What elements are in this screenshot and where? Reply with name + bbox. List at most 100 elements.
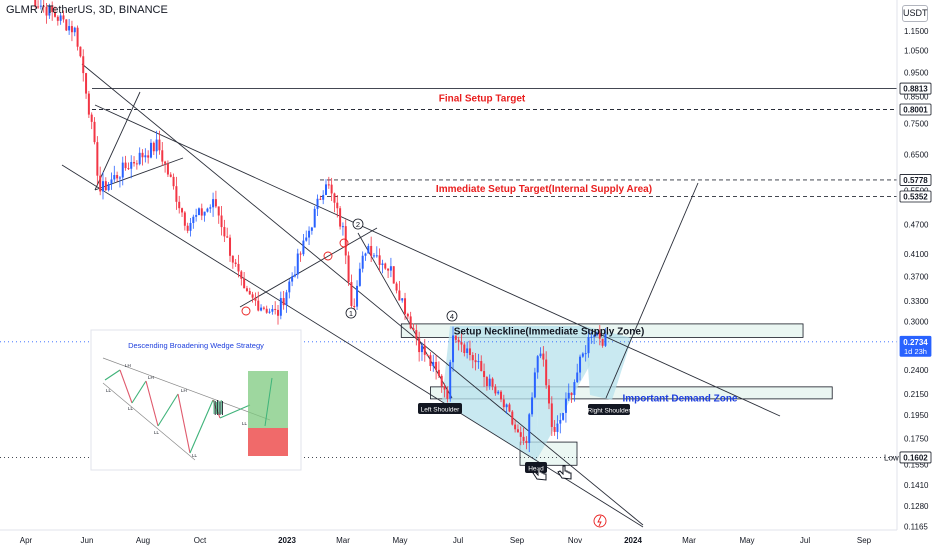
candle [262,307,265,309]
candle [73,27,76,33]
candle [511,411,514,425]
candle [113,175,116,180]
candle [395,283,398,291]
candle [209,207,212,209]
candle [429,355,432,367]
inset-lower-line [102,382,196,461]
candle [604,334,607,346]
candle [347,255,350,283]
candle [79,46,82,57]
wave-label-circle [446,310,458,322]
marker-circle [339,238,349,248]
inset-swing [145,380,159,427]
candle [104,181,107,191]
candle [553,426,556,432]
pattern-label-bg [525,462,547,473]
candle [257,300,260,311]
candle [477,361,480,363]
price-tick-label: 1.0500 [904,47,929,56]
candle [181,208,184,213]
pattern-shade [442,326,540,461]
candle [316,198,319,209]
candle [240,271,243,279]
price-tick-label: 0.1165 [904,522,928,531]
candle [322,194,325,200]
candle [203,211,206,216]
candle [310,227,313,231]
candle [463,344,466,353]
candle [454,335,457,340]
inset-swing [157,393,179,427]
inset-target-box [248,371,288,428]
candle [118,177,121,179]
candle [516,429,519,433]
candle [54,11,57,17]
projection-line [605,182,699,399]
demand-zone-label: Important Demand Zone [622,393,737,404]
time-tick-label: Apr [20,536,33,545]
candle [466,348,469,353]
price-tick-label: 0.3300 [904,297,929,306]
candles [34,0,607,453]
candle [274,308,277,310]
candle [533,372,536,398]
price-tick-label: 0.7500 [904,119,929,128]
candle [350,282,353,306]
candle [358,268,361,286]
quote-unit-badge[interactable]: USDT [902,5,928,22]
time-tick-label: May [392,536,407,545]
inset-swing-label: LL [106,388,112,393]
candle [178,201,181,209]
descending-resistance-line [94,104,781,417]
candle [401,298,404,301]
candle [147,155,150,158]
candle [245,288,248,291]
price-tick-label: 0.1750 [904,434,929,443]
price-level-badge [899,190,932,203]
candle [381,263,384,265]
immediate-target-label: Immediate Setup Target(Internal Supply A… [436,184,652,195]
candle [519,432,522,437]
candle [505,404,508,408]
candle [158,139,161,151]
candle [485,377,488,387]
candle [231,255,234,263]
candle [573,382,576,396]
price-level-label: 0.8001 [903,105,928,114]
candle [584,353,587,355]
candle [130,162,133,169]
candle [282,298,285,306]
candle [471,355,474,361]
time-axis: Apr Jun Aug Oct 2023 Mar May Jul Sep Nov 2024 Mar Ma… [0,529,897,545]
price-tick-label: 0.2150 [904,390,929,399]
candle [426,354,429,356]
candle [556,423,559,432]
candle [279,298,282,316]
candle [121,162,124,178]
candle [135,163,138,165]
inset-swing [219,404,251,419]
candle [87,93,90,115]
time-tick-label: Mar [336,536,350,545]
candle [260,307,263,311]
candle [542,353,545,360]
candle [192,216,195,224]
candle [220,215,223,228]
inset-swing-label: LL [128,406,134,411]
price-level-badge [899,82,932,95]
time-tick-label: 2024 [624,536,642,545]
candle [90,114,93,122]
price-level-badge [899,174,932,186]
candle [116,175,119,179]
candle [144,155,147,158]
candle [420,345,423,353]
candle [494,386,497,394]
candle [237,263,240,272]
candle [452,335,455,363]
candle [101,181,104,192]
price-tick-label: 0.6500 [904,150,929,159]
candle [375,255,378,257]
inset-swing-label: LL [192,453,198,458]
